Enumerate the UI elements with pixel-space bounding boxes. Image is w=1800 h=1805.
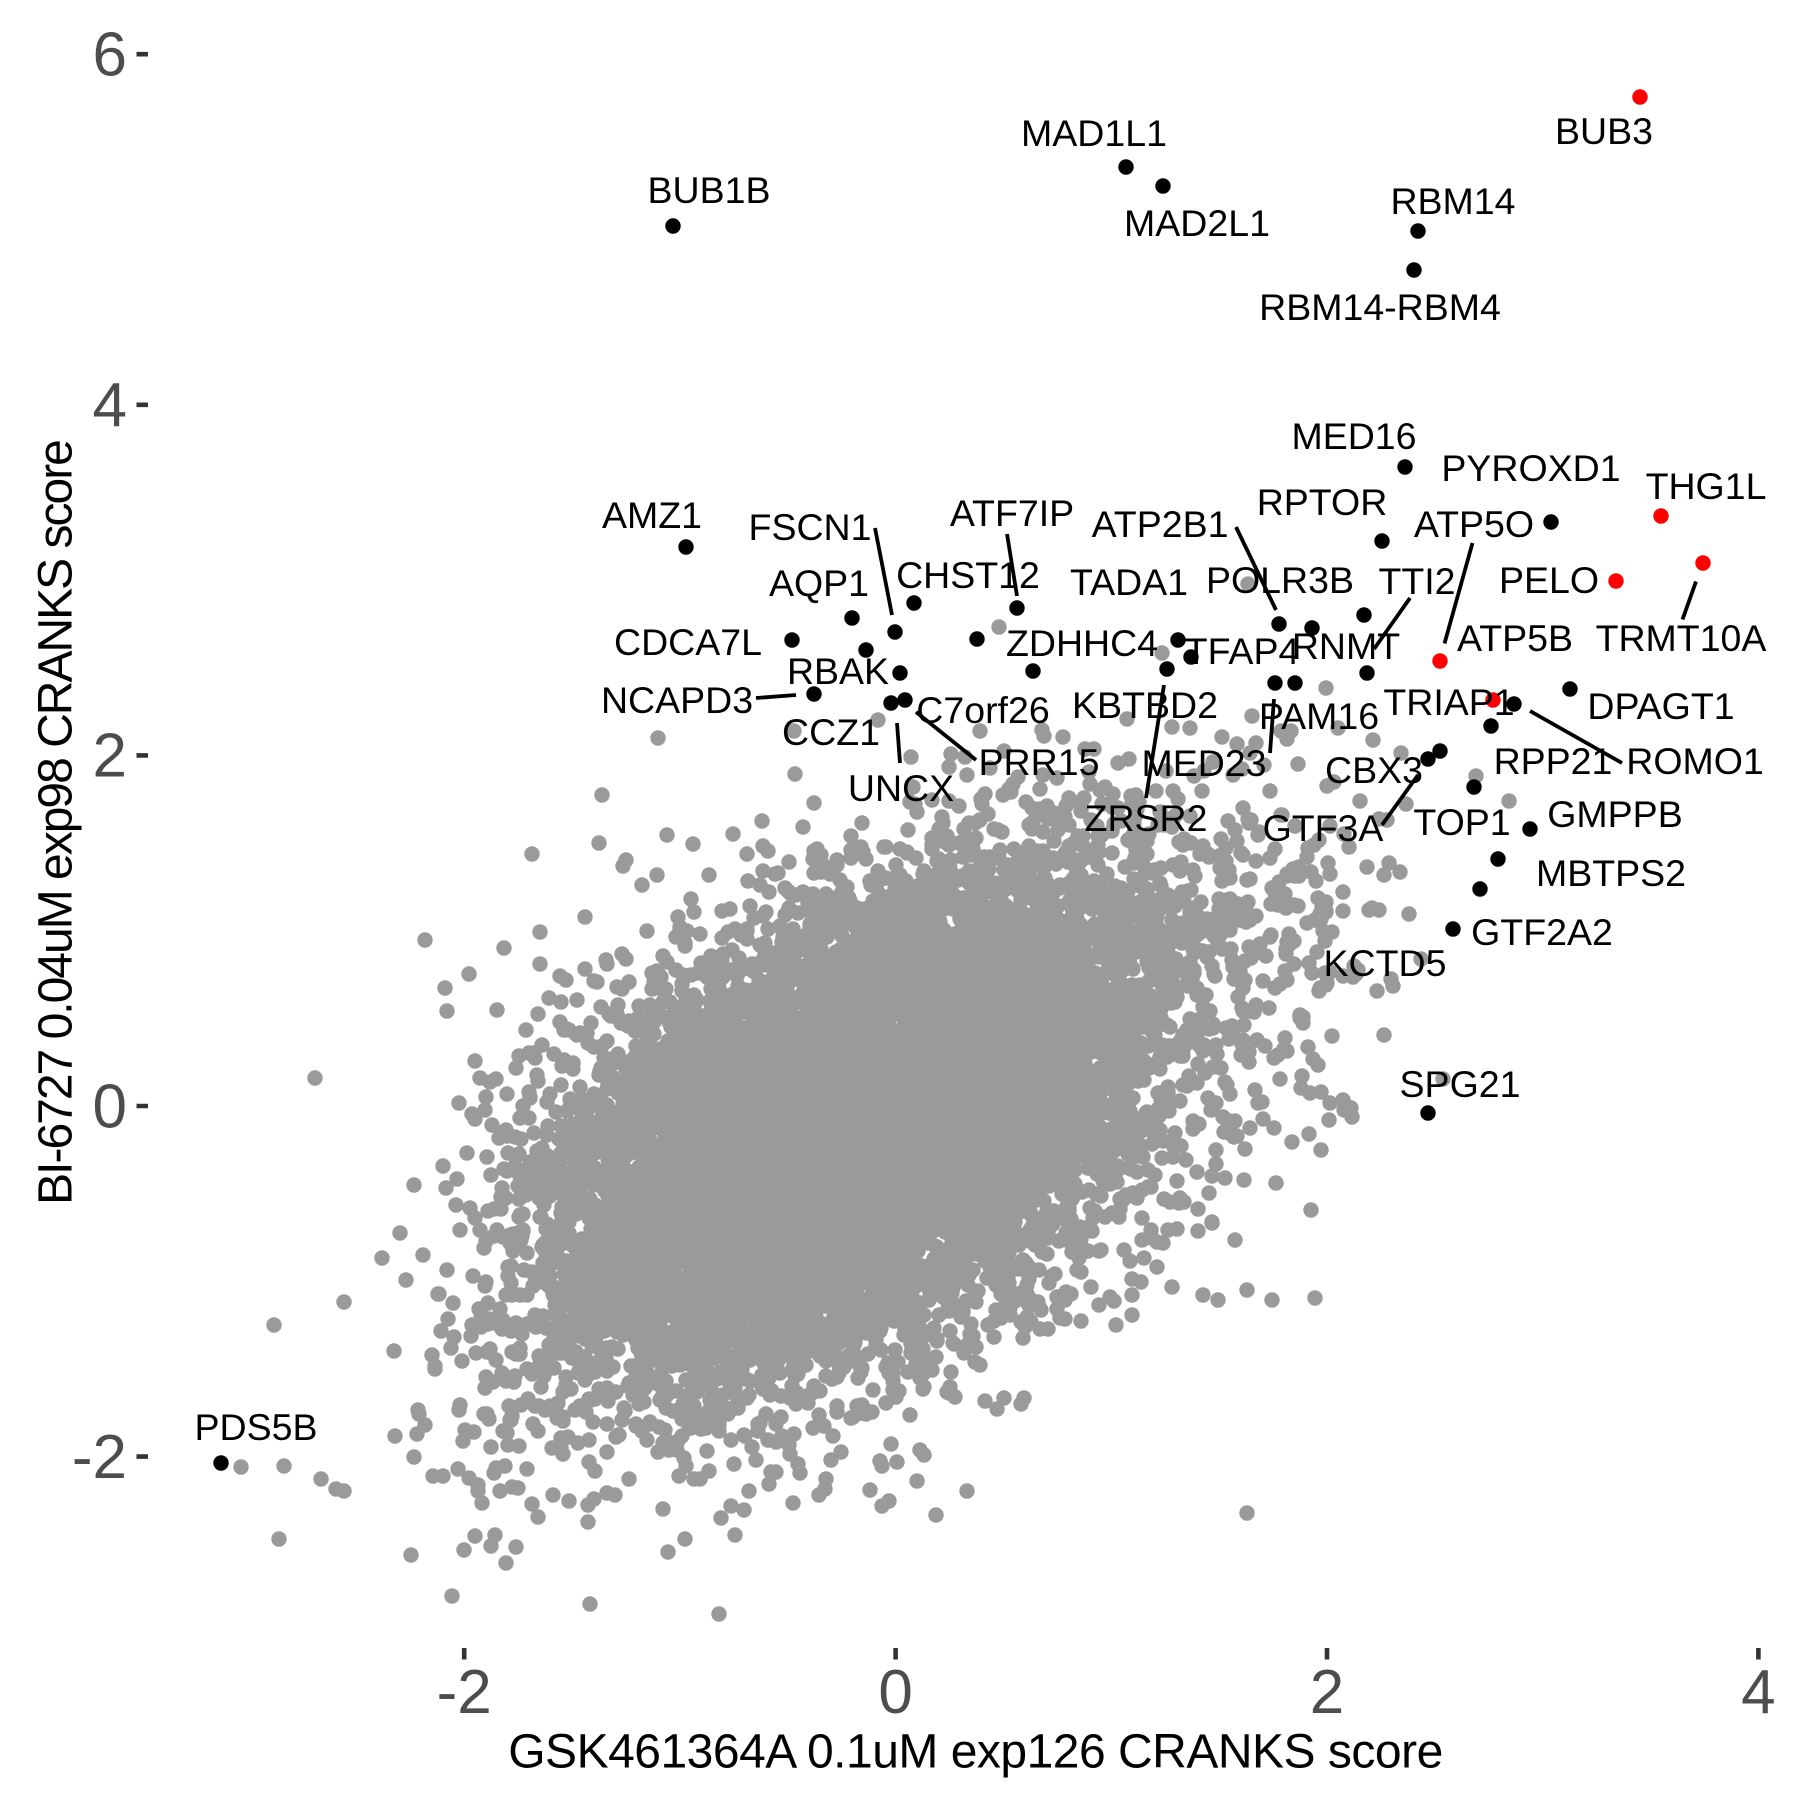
svg-text:RBM14-RBM4: RBM14-RBM4 [1259,286,1501,328]
svg-text:RBAK: RBAK [787,650,889,692]
svg-text:ATF7IP: ATF7IP [950,492,1074,534]
svg-text:POLR3B: POLR3B [1206,559,1354,601]
svg-text:CDCA7L: CDCA7L [614,621,762,663]
svg-text:ZRSR2: ZRSR2 [1085,797,1208,839]
svg-text:ROMO1: ROMO1 [1626,740,1764,782]
svg-text:KCTD5: KCTD5 [1324,942,1447,984]
svg-text:CCZ1: CCZ1 [782,711,880,753]
svg-text:BUB1B: BUB1B [648,169,771,211]
svg-text:0: 0 [878,1658,912,1727]
svg-text:2: 2 [93,722,127,791]
svg-text:GTF2A2: GTF2A2 [1471,911,1613,953]
svg-text:TRMT10A: TRMT10A [1596,617,1767,659]
svg-text:KBTBD2: KBTBD2 [1072,684,1218,726]
svg-text:NCAPD3: NCAPD3 [601,679,753,721]
svg-text:FSCN1: FSCN1 [749,506,872,548]
svg-text:DPAGT1: DPAGT1 [1587,685,1734,727]
svg-text:TTI2: TTI2 [1378,560,1455,602]
svg-text:TOP1: TOP1 [1413,801,1510,843]
svg-text:THG1L: THG1L [1646,465,1767,507]
svg-text:GSK461364A 0.1uM exp126 CRANKS: GSK461364A 0.1uM exp126 CRANKS score [508,1726,1443,1779]
svg-text:PAM16: PAM16 [1259,695,1379,737]
svg-text:4: 4 [1741,1658,1775,1727]
svg-text:BUB3: BUB3 [1555,110,1653,152]
svg-text:PRR15: PRR15 [979,741,1100,783]
svg-text:6: 6 [93,21,127,90]
svg-text:-2: -2 [72,1423,127,1492]
svg-text:4: 4 [93,371,127,440]
svg-text:-2: -2 [437,1658,492,1727]
svg-text:UNCX: UNCX [848,767,954,809]
svg-text:SPG21: SPG21 [1400,1063,1521,1105]
svg-text:MBTPS2: MBTPS2 [1536,852,1686,894]
svg-text:ATP5B: ATP5B [1457,617,1573,659]
svg-text:CBX3: CBX3 [1325,749,1423,791]
svg-text:ATP2B1: ATP2B1 [1092,503,1229,545]
svg-text:RNMT: RNMT [1292,625,1400,667]
svg-text:GMPPB: GMPPB [1547,793,1682,835]
svg-text:PELO: PELO [1499,559,1599,601]
svg-text:ATP5O: ATP5O [1414,503,1534,545]
svg-text:MAD1L1: MAD1L1 [1021,112,1167,154]
svg-text:BI-6727 0.04uM exp98 CRANKS sc: BI-6727 0.04uM exp98 CRANKS score [30,441,83,1205]
svg-text:RPP21: RPP21 [1494,740,1613,782]
svg-text:GTF3A: GTF3A [1263,807,1384,849]
svg-text:PYROXD1: PYROXD1 [1441,447,1620,489]
svg-text:RPTOR: RPTOR [1257,481,1388,523]
svg-text:C7orf26: C7orf26 [916,689,1049,731]
svg-text:AMZ1: AMZ1 [602,494,702,536]
svg-text:RBM14: RBM14 [1390,180,1515,222]
svg-text:MED16: MED16 [1291,415,1416,457]
svg-text:TADA1: TADA1 [1070,561,1188,603]
svg-text:TFAP4: TFAP4 [1185,630,1300,672]
svg-text:AQP1: AQP1 [769,562,869,604]
svg-text:PDS5B: PDS5B [195,1406,318,1448]
svg-text:TRIAP1: TRIAP1 [1383,681,1514,723]
svg-text:2: 2 [1310,1658,1344,1727]
svg-text:0: 0 [93,1072,127,1141]
svg-text:MED23: MED23 [1141,742,1266,784]
svg-text:CHST12: CHST12 [896,554,1040,596]
svg-text:MAD2L1: MAD2L1 [1124,202,1270,244]
svg-text:ZDHHC4: ZDHHC4 [1006,622,1158,664]
